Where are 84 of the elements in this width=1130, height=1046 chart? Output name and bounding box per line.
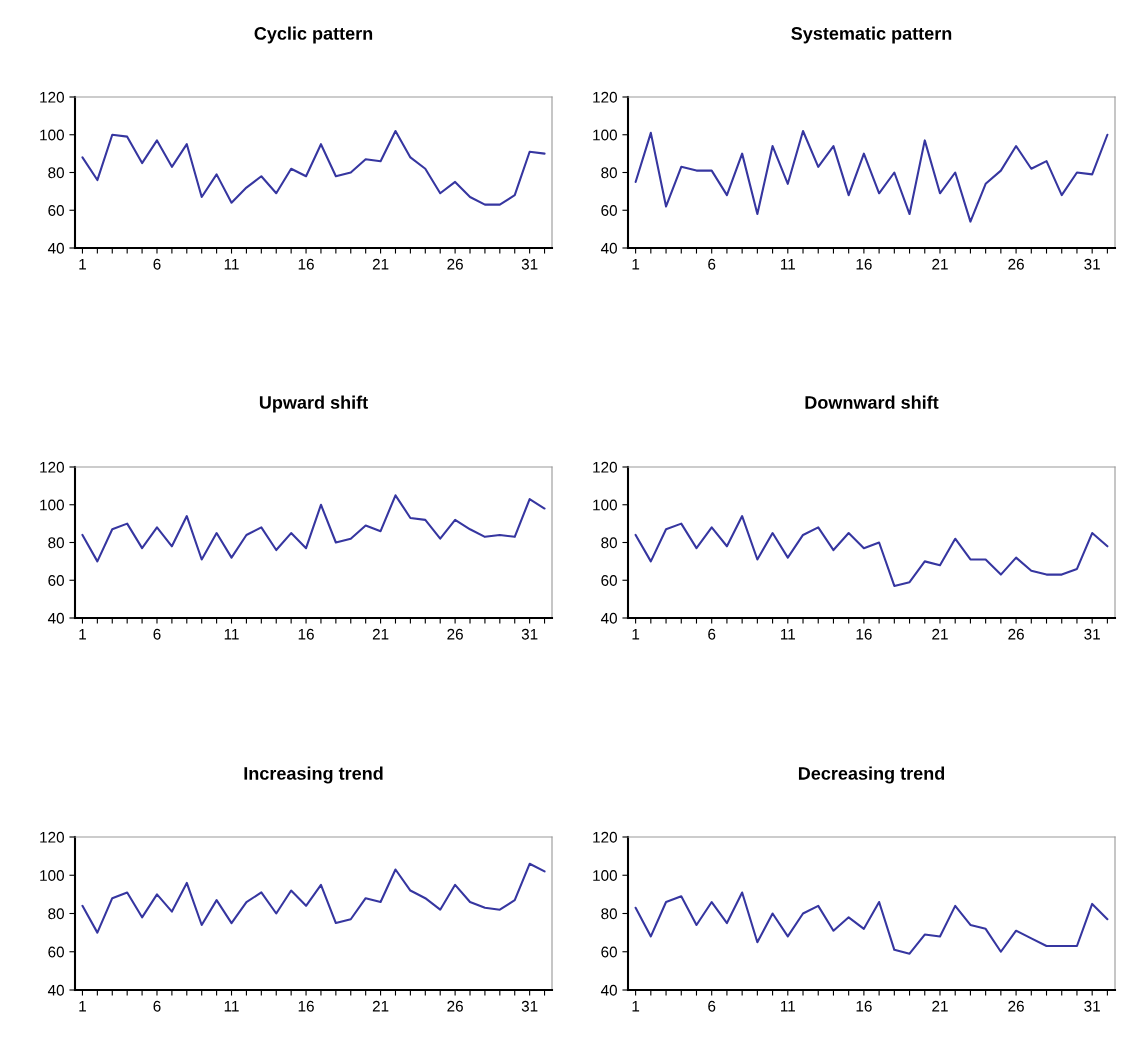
x-tick-label: 6 [708, 1000, 716, 1012]
y-tick-label: 60 [48, 205, 64, 216]
x-tick-label: 31 [521, 628, 538, 640]
x-tick-label: 26 [447, 628, 463, 640]
x-tick-label: 26 [1008, 258, 1024, 270]
x-tick-label: 16 [298, 258, 314, 270]
y-tick-label: 100 [593, 870, 617, 881]
line-series [634, 891, 1109, 955]
x-tick-label: 16 [298, 1000, 314, 1012]
x-tick-label: 6 [153, 628, 161, 640]
y-tick-label: 40 [47, 612, 64, 624]
x-tick-label: 16 [298, 628, 314, 640]
y-tick-label: 120 [40, 91, 64, 103]
y-tick-label: 60 [601, 575, 617, 586]
y-tick-label: 40 [600, 612, 617, 624]
x-tick-label: 11 [224, 1000, 239, 1012]
x-tick-label: 6 [153, 258, 161, 270]
x-tick-label: 31 [521, 1000, 538, 1012]
y-tick-label: 60 [48, 575, 64, 586]
x-tick-label: 26 [447, 258, 463, 270]
y-tick-label: 120 [593, 831, 617, 843]
x-tick-label: 31 [521, 258, 538, 270]
y-tick-label: 120 [40, 831, 64, 843]
x-tick-label: 31 [1084, 1000, 1100, 1012]
x-tick-label: 11 [224, 628, 239, 640]
x-tick-label: 21 [932, 1000, 948, 1012]
y-tick-label: 80 [601, 537, 617, 549]
x-tick-label: 1 [79, 628, 86, 640]
line-series [81, 862, 546, 934]
x-tick-label: 6 [153, 1000, 161, 1012]
chart-title: Downward shift [805, 395, 939, 409]
x-tick-label: 26 [1008, 1000, 1024, 1012]
y-tick-label: 80 [601, 167, 617, 179]
x-tick-label: 31 [1084, 628, 1100, 640]
chart-title: Upward shift [259, 395, 368, 413]
y-tick-label: 80 [48, 908, 64, 920]
y-tick-label: 40 [47, 984, 64, 996]
x-tick-label: 1 [79, 1000, 86, 1012]
y-tick-label: 80 [48, 167, 64, 179]
x-tick-label: 1 [632, 258, 640, 270]
line-series [634, 515, 1109, 587]
line-series [634, 129, 1109, 223]
y-tick-label: 120 [593, 461, 617, 473]
y-tick-label: 40 [47, 242, 64, 254]
y-tick-label: 60 [601, 946, 617, 958]
y-tick-label: 120 [593, 91, 617, 103]
x-tick-label: 6 [708, 258, 716, 270]
line-series [81, 494, 546, 563]
y-tick-label: 80 [48, 537, 64, 549]
x-tick-label: 16 [856, 628, 872, 640]
x-tick-label: 1 [79, 258, 86, 270]
y-tick-label: 60 [48, 946, 64, 958]
x-tick-label: 11 [781, 628, 795, 640]
x-tick-label: 16 [856, 1000, 872, 1012]
y-tick-label: 100 [40, 129, 64, 141]
y-tick-label: 100 [40, 870, 64, 881]
x-tick-label: 21 [372, 258, 389, 270]
chart-title: Cyclic pattern [254, 26, 373, 44]
chart-title: Decreasing trend [798, 766, 945, 784]
x-tick-label: 31 [1084, 258, 1100, 270]
y-tick-label: 40 [600, 984, 617, 996]
x-tick-label: 21 [372, 628, 389, 640]
y-tick-label: 100 [40, 499, 64, 511]
y-tick-label: 80 [601, 908, 617, 920]
x-tick-label: 26 [447, 1000, 463, 1012]
chart-title: Systematic pattern [791, 26, 952, 44]
x-tick-label: 11 [781, 258, 795, 270]
y-tick-label: 100 [593, 499, 617, 511]
x-tick-label: 26 [1008, 628, 1024, 640]
chart-title: Increasing trend [244, 766, 383, 784]
x-tick-label: 16 [856, 258, 872, 270]
y-tick-label: 120 [40, 461, 64, 473]
y-tick-label: 40 [600, 242, 617, 254]
x-tick-label: 6 [708, 628, 716, 640]
x-tick-label: 1 [632, 1000, 640, 1012]
x-tick-label: 21 [372, 1000, 389, 1012]
y-tick-label: 100 [593, 129, 617, 141]
x-tick-label: 11 [224, 258, 239, 270]
x-tick-label: 21 [932, 258, 948, 270]
x-tick-label: 11 [781, 1000, 795, 1012]
line-series [81, 129, 546, 206]
x-tick-label: 21 [932, 628, 948, 640]
y-tick-label: 60 [601, 205, 617, 216]
x-tick-label: 1 [632, 628, 640, 640]
